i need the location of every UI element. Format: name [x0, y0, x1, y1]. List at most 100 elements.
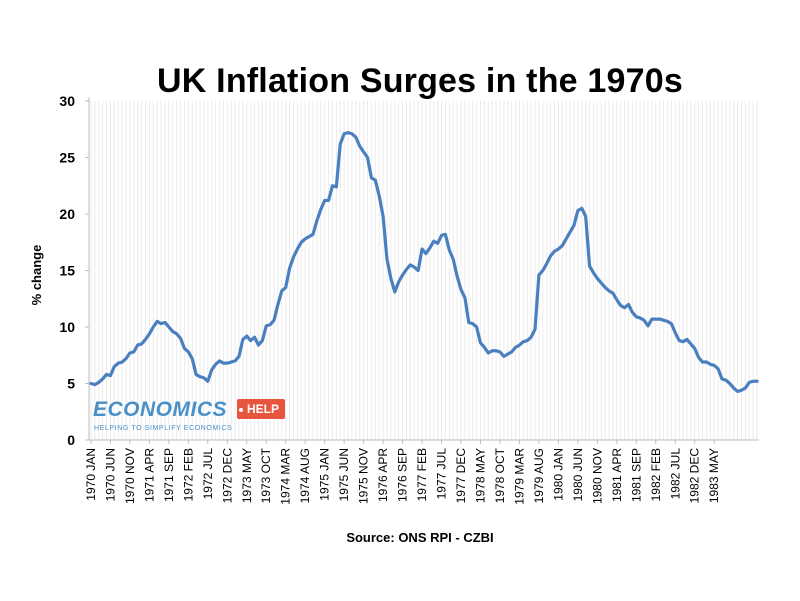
x-tick-label: 1983 MAY: [707, 448, 721, 503]
data-point: [421, 248, 423, 250]
data-point: [666, 320, 669, 323]
x-tick-label: 1977 FEB: [415, 448, 429, 501]
data-point: [616, 299, 618, 301]
x-tick-label: 1970 JAN: [84, 448, 98, 501]
data-point: [397, 281, 400, 283]
data-point: [312, 233, 314, 236]
data-point: [686, 338, 688, 341]
data-point: [327, 199, 330, 202]
data-point: [288, 267, 291, 270]
data-point: [362, 151, 365, 153]
data-point: [164, 321, 166, 324]
y-tick-labels: 0 5 10 15 20 25 30: [59, 93, 75, 448]
data-point: [542, 269, 544, 272]
data-point: [335, 186, 338, 188]
data-point: [125, 357, 127, 360]
data-point: [736, 390, 739, 393]
x-tick-labels: 1970 JAN 1970 JUN 1970 NOV 1971 APR 1971 SEP…: [84, 447, 721, 504]
data-point: [670, 322, 673, 325]
data-point: [171, 330, 174, 333]
axes: [85, 97, 759, 444]
x-tick-label: 1973 MAY: [240, 448, 254, 503]
data-point: [238, 355, 240, 358]
data-point: [374, 179, 377, 181]
x-tick-label: 1978 OCT: [493, 447, 507, 503]
data-point: [386, 258, 388, 261]
data-point: [245, 335, 248, 337]
x-tick-label: 1977 JUL: [435, 448, 449, 500]
data-point: [725, 379, 727, 381]
data-point: [499, 351, 501, 353]
data-point: [701, 361, 704, 363]
x-tick-label: 1975 JUN: [337, 448, 351, 501]
data-point: [409, 264, 412, 266]
data-point: [503, 355, 505, 358]
data-point: [90, 382, 92, 385]
x-tick-label: 1980 JAN: [551, 448, 565, 501]
data-point: [156, 320, 158, 323]
y-tick-label: 25: [59, 150, 75, 166]
data-point: [218, 360, 221, 362]
data-point: [705, 361, 708, 363]
data-point: [471, 322, 474, 325]
data-point: [366, 156, 369, 159]
data-point: [109, 374, 112, 377]
data-point: [561, 244, 564, 247]
data-point: [662, 319, 665, 322]
data-point: [152, 326, 155, 328]
data-point: [183, 347, 186, 350]
data-point: [452, 258, 455, 261]
data-point: [674, 331, 677, 334]
data-point: [697, 356, 700, 359]
data-point: [635, 316, 638, 318]
data-point: [487, 352, 490, 354]
x-tick-label: 1979 MAR: [512, 448, 526, 505]
data-point: [132, 351, 135, 353]
data-point: [744, 387, 747, 389]
data-point: [682, 340, 684, 343]
data-point: [425, 252, 427, 255]
data-point: [510, 351, 513, 353]
data-point: [588, 265, 591, 267]
data-point: [94, 383, 96, 386]
data-point: [654, 318, 657, 320]
data-point: [608, 290, 610, 292]
data-point: [538, 274, 540, 276]
data-point: [343, 132, 345, 135]
x-tick-label: 1973 OCT: [259, 447, 273, 503]
y-tick-label: 15: [59, 263, 75, 279]
data-point: [355, 136, 357, 138]
data-point: [483, 346, 486, 349]
data-point: [495, 349, 497, 352]
data-point: [569, 231, 571, 233]
data-point: [401, 274, 404, 276]
data-point: [545, 262, 548, 265]
data-point: [440, 234, 443, 237]
data-point: [631, 311, 634, 314]
series-layer: [89, 131, 759, 394]
x-tick-label: 1976 SEP: [396, 448, 410, 502]
data-point: [479, 342, 482, 344]
data-point: [304, 238, 306, 240]
data-point: [530, 336, 532, 338]
data-point: [436, 242, 439, 245]
data-point: [526, 339, 529, 342]
data-point: [195, 373, 197, 376]
x-tick-label: 1972 JUL: [201, 448, 215, 500]
data-point: [191, 357, 194, 360]
data-point: [175, 332, 178, 335]
data-point: [226, 362, 229, 364]
data-point: [269, 323, 271, 326]
logo-tagline: HELPING TO SIMPLIFY ECONOMICS: [94, 425, 233, 432]
data-point: [358, 145, 361, 147]
data-point: [596, 277, 599, 280]
data-point: [160, 322, 162, 325]
x-tick-label: 1982 JUL: [668, 448, 682, 500]
data-point: [748, 381, 751, 384]
data-point: [210, 369, 213, 371]
data-point: [728, 382, 731, 385]
data-point: [390, 277, 392, 280]
data-point: [467, 321, 470, 324]
data-point: [273, 319, 275, 322]
